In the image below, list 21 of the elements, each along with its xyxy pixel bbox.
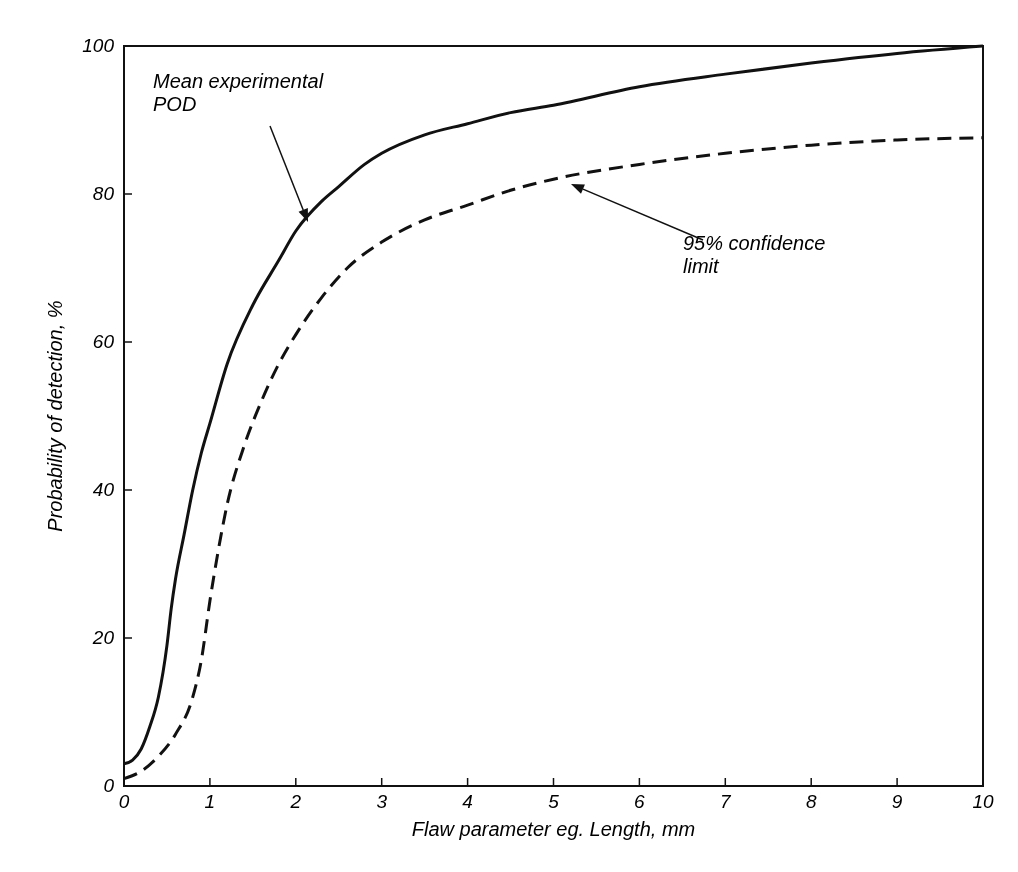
annotation: 95% confidence limit xyxy=(683,232,826,277)
x-tick-label: 3 xyxy=(376,791,388,812)
y-tick-label: 100 xyxy=(82,35,115,56)
x-tick-label: 9 xyxy=(891,791,903,812)
x-axis-title: Flaw parameter eg. Length, mm xyxy=(411,818,696,840)
y-tick-label: 80 xyxy=(92,183,115,204)
x-tick-label: 4 xyxy=(462,791,473,812)
x-tick-label: 1 xyxy=(204,791,216,812)
x-tick-label: 5 xyxy=(548,791,560,812)
y-tick-label: 0 xyxy=(103,775,115,796)
x-tick-label: 6 xyxy=(634,791,646,812)
x-tick-label: 0 xyxy=(118,791,130,812)
y-tick-label: 60 xyxy=(92,331,115,352)
annotation: Mean experimental POD xyxy=(153,70,324,115)
y-axis-title: Probability of detection, % xyxy=(44,300,66,532)
x-tick-label: 2 xyxy=(289,791,302,812)
x-tick-label: 10 xyxy=(972,791,994,812)
y-tick-label: 20 xyxy=(91,627,115,648)
x-tick-label: 8 xyxy=(805,791,817,812)
y-tick-label: 40 xyxy=(92,479,115,500)
x-tick-label: 7 xyxy=(720,791,733,812)
